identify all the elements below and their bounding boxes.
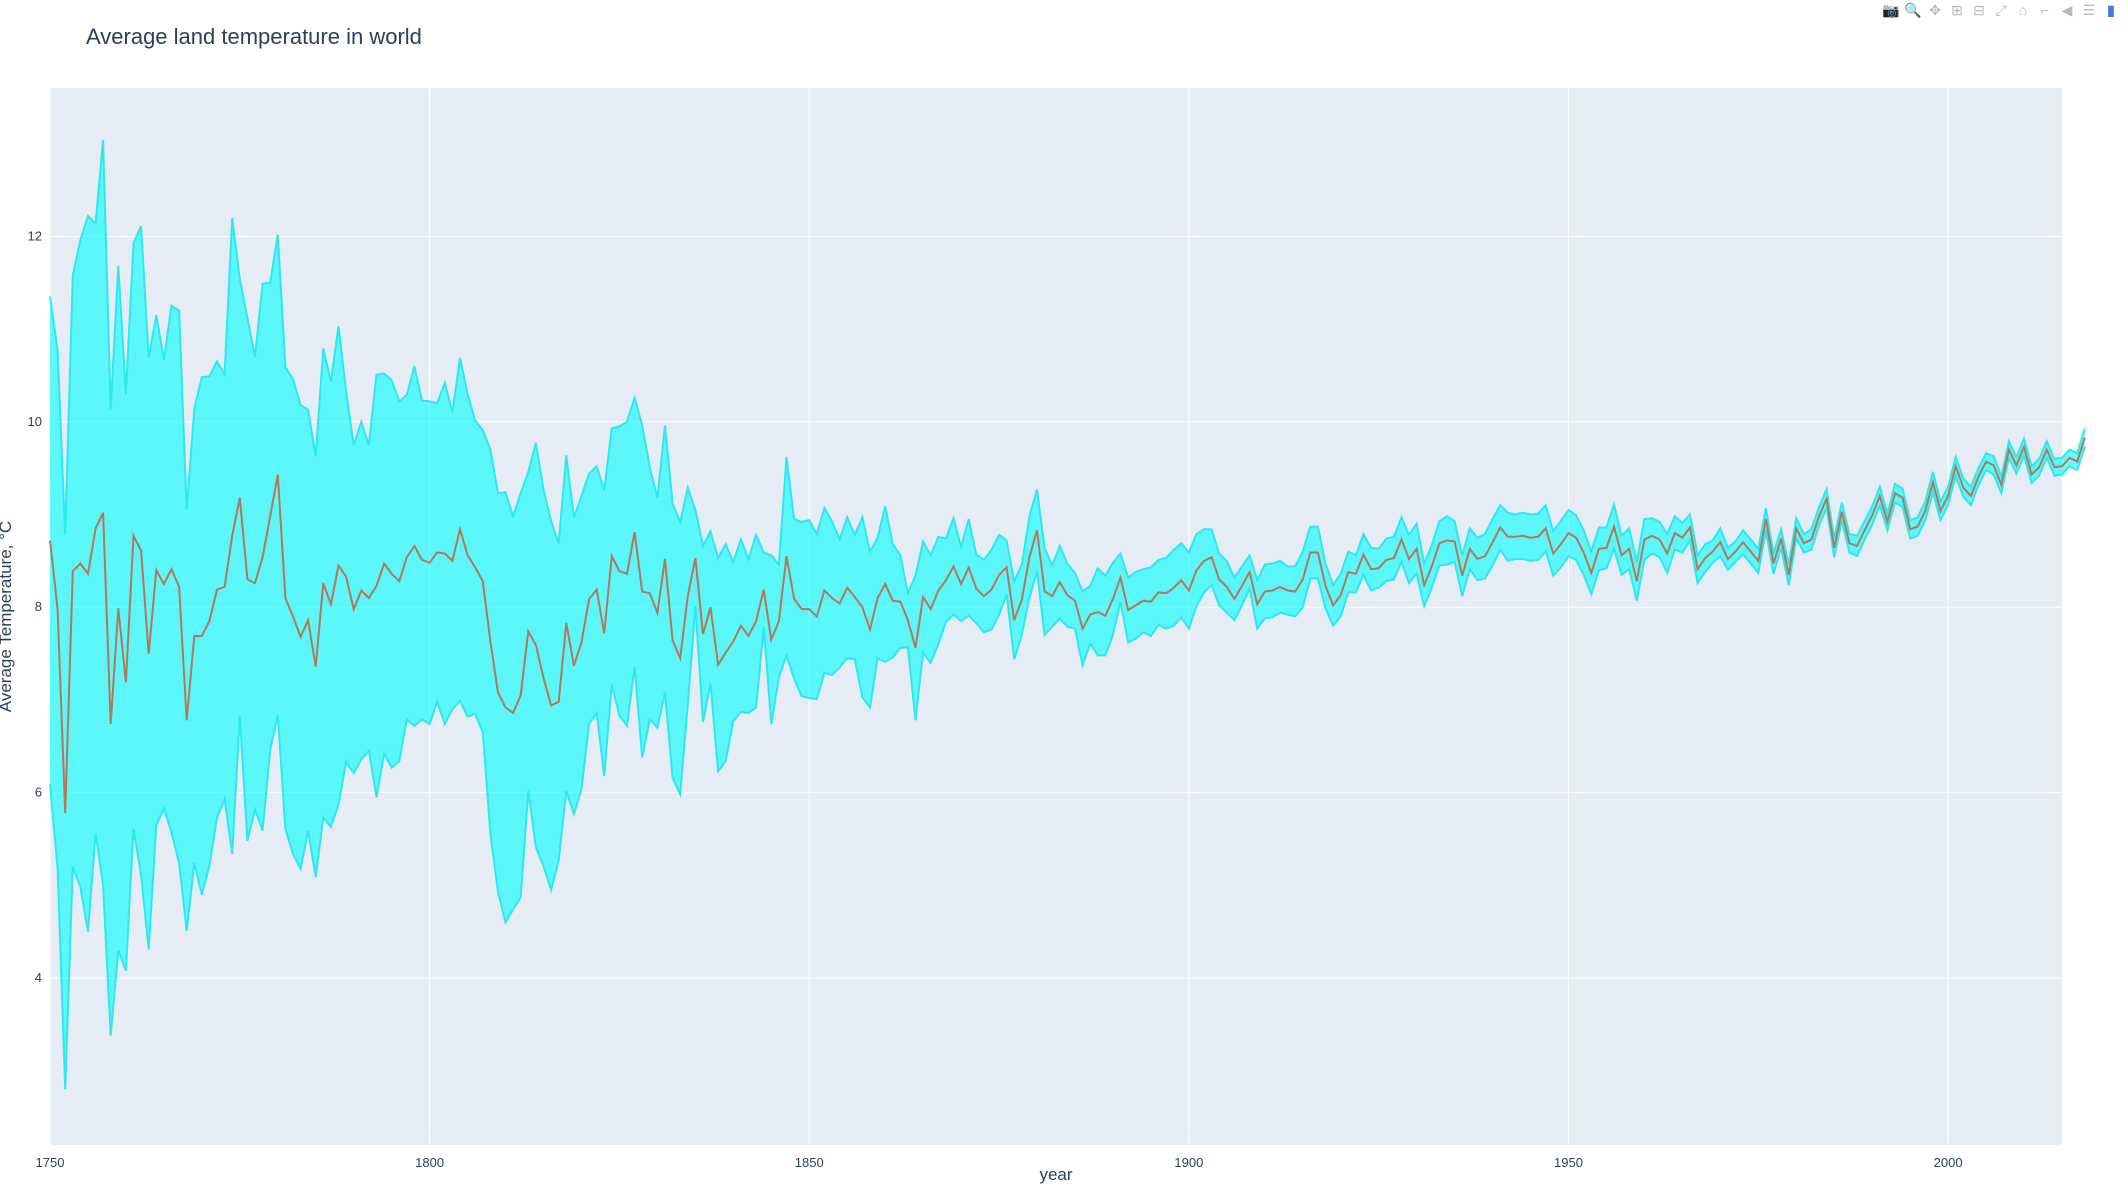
home-icon[interactable]: ⌂ <box>2018 2 2028 18</box>
x-tick-label: 1900 <box>1174 1155 1203 1170</box>
hover-compare-icon[interactable]: ☰ <box>2082 2 2096 18</box>
modebar: 📷 🔍 ✥ ⊞ ⊟ ⤢ ⌂ ⌐ ◀ ☰ ▮ <box>1882 0 2120 20</box>
zoom-icon[interactable]: 🔍 <box>1904 2 1922 18</box>
mean-temperature-line <box>49 437 2086 814</box>
x-tick-label: 1950 <box>1554 1155 1583 1170</box>
x-tick-label: 2000 <box>1934 1155 1963 1170</box>
camera-icon[interactable]: 📷 <box>1882 2 1900 18</box>
pan-icon[interactable]: ✥ <box>1929 2 1941 18</box>
chart-title: Average land temperature in world <box>86 24 422 49</box>
zoom-out-icon[interactable]: ⊟ <box>1973 2 1985 18</box>
upper-bound-line <box>49 139 2086 597</box>
chart-marks <box>49 139 2086 1090</box>
x-tick-label: 1850 <box>795 1155 824 1170</box>
y-tick-label: 12 <box>28 228 42 243</box>
y-tick-label: 10 <box>28 414 42 429</box>
x-tick-label: 1750 <box>36 1155 65 1170</box>
spike-lines-icon[interactable]: ⌐ <box>2040 2 2050 18</box>
autoscale-icon[interactable]: ⤢ <box>1995 2 2007 18</box>
tick-labels: 1750 1800 1850 1900 1950 2000 4 6 8 10 12 <box>28 228 1963 1170</box>
x-axis-title: year <box>1039 1165 1072 1184</box>
x-tick-label: 1800 <box>415 1155 444 1170</box>
y-tick-label: 6 <box>35 785 42 800</box>
zoom-in-icon[interactable]: ⊞ <box>1951 2 1963 18</box>
lower-bound-line <box>49 446 2086 1090</box>
hover-closest-icon[interactable]: ◀ <box>2061 2 2073 18</box>
plotly-logo-icon[interactable]: ▮ <box>2107 2 2115 18</box>
y-tick-label: 4 <box>35 970 42 985</box>
y-axis-title: Average Temperature, °C <box>0 521 15 712</box>
y-tick-label: 8 <box>35 599 42 614</box>
